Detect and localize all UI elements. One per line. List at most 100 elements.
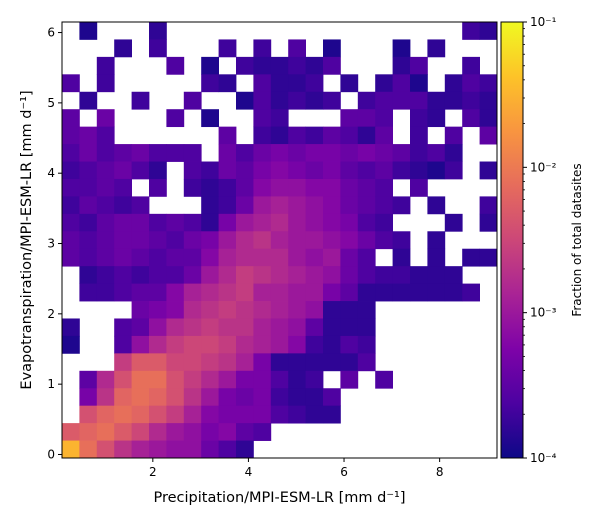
heatmap-cell	[288, 335, 306, 354]
heatmap-cell	[427, 161, 446, 180]
heatmap-cell	[305, 196, 324, 215]
heatmap-cell	[444, 144, 463, 162]
heatmap-cell	[444, 161, 463, 180]
heatmap-cell	[149, 213, 167, 232]
heatmap-cell	[96, 109, 115, 128]
heatmap-cell	[79, 126, 98, 145]
heatmap-cell	[131, 370, 150, 389]
heatmap-cell	[114, 248, 132, 267]
heatmap-cell	[183, 370, 202, 389]
heatmap-cell	[444, 266, 463, 284]
heatmap-cell	[62, 178, 80, 197]
heatmap-cell	[183, 161, 202, 180]
heatmap-cell	[479, 213, 498, 232]
heatmap-cell	[323, 231, 341, 250]
heatmap-cell	[236, 196, 254, 215]
heatmap-cell	[323, 318, 341, 337]
heatmap-cell	[392, 231, 411, 250]
heatmap-cell	[253, 266, 272, 284]
heatmap-cell	[357, 335, 376, 354]
heatmap-cell	[288, 353, 306, 372]
heatmap-cell	[149, 266, 167, 284]
heatmap-cell	[201, 231, 219, 250]
heatmap-cell	[323, 91, 341, 110]
heatmap-cell	[392, 39, 411, 58]
heatmap-cell	[114, 440, 132, 459]
heatmap-cell	[79, 388, 98, 407]
heatmap-cell	[253, 370, 272, 389]
heatmap-cell	[253, 318, 272, 337]
heatmap-cell	[149, 161, 167, 180]
heatmap-cell	[96, 144, 115, 162]
heatmap-cell	[288, 161, 306, 180]
heatmap-cell	[410, 266, 428, 284]
heatmap-cell	[288, 301, 306, 319]
heatmap-cell	[444, 126, 463, 145]
heatmap-cell	[288, 178, 306, 197]
heatmap-cell	[323, 56, 341, 75]
heatmap-cell	[114, 144, 132, 162]
heatmap-cell	[131, 335, 150, 354]
heatmap-cell	[62, 126, 80, 145]
heatmap-cell	[79, 266, 98, 284]
heatmap-cell	[201, 335, 219, 354]
heatmap-cell	[323, 196, 341, 215]
heatmap-cell	[270, 388, 289, 407]
heatmap-cell	[236, 248, 254, 267]
heatmap-cell	[305, 335, 324, 354]
heatmap-cell	[375, 91, 393, 110]
heatmap-cell	[114, 318, 132, 337]
heatmap-cell	[114, 266, 132, 284]
heatmap-cell	[166, 318, 185, 337]
heatmap-cell	[375, 231, 393, 250]
heatmap-cell	[288, 91, 306, 110]
heatmap-cell	[79, 423, 98, 441]
heatmap-cell	[340, 74, 359, 93]
heatmap-cell	[479, 196, 498, 215]
heatmap-cell	[410, 126, 428, 145]
heatmap-cell	[253, 213, 272, 232]
heatmap-cell	[340, 335, 359, 354]
heatmap-cell	[96, 231, 115, 250]
heatmap-cell	[323, 248, 341, 267]
heatmap-cell	[166, 335, 185, 354]
heatmap-cell	[201, 353, 219, 372]
heatmap-cell	[62, 196, 80, 215]
heatmap-cell	[183, 213, 202, 232]
heatmap-cell	[166, 353, 185, 372]
heatmap-cell	[323, 126, 341, 145]
heatmap-cell	[427, 91, 446, 110]
heatmap-cell	[183, 423, 202, 441]
heatmap-cell	[392, 74, 411, 93]
heatmap-cell	[288, 126, 306, 145]
heatmap-cell	[375, 213, 393, 232]
heatmap-cell	[218, 196, 237, 215]
heatmap-cell	[236, 91, 254, 110]
heatmap-cell	[166, 144, 185, 162]
heatmap-cell	[323, 213, 341, 232]
heatmap-cell	[166, 231, 185, 250]
heatmap-cell	[392, 56, 411, 75]
heatmap-cell	[253, 196, 272, 215]
y-tick-label: 4	[47, 166, 55, 180]
heatmap-cell	[357, 178, 376, 197]
heatmap-cell	[427, 109, 446, 128]
heatmap-cell	[131, 283, 150, 302]
heatmap-cell	[131, 144, 150, 162]
heatmap-cell	[96, 370, 115, 389]
heatmap-cell	[96, 161, 115, 180]
heatmap-cell	[305, 405, 324, 424]
heatmap-cell	[166, 370, 185, 389]
heatmap-cell	[288, 318, 306, 337]
heatmap-cell	[270, 353, 289, 372]
heatmap-cell	[375, 109, 393, 128]
y-tick-label: 1	[47, 377, 55, 391]
heatmap-cell	[218, 39, 237, 58]
heatmap-cell	[340, 213, 359, 232]
heatmap-cell	[340, 248, 359, 267]
heatmap-cell	[149, 353, 167, 372]
heatmap-cell	[253, 144, 272, 162]
heatmap-cell	[288, 405, 306, 424]
heatmap-cell	[479, 109, 498, 128]
heatmap-cell	[253, 56, 272, 75]
